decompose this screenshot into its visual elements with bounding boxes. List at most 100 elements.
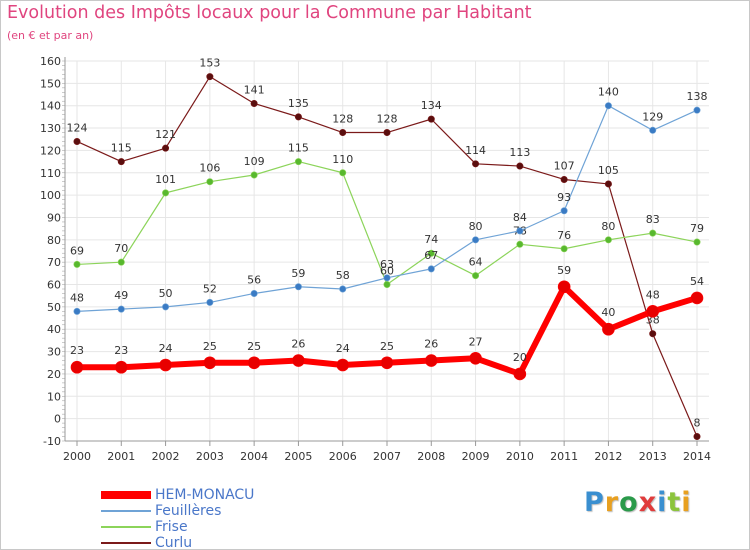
data-label-curlu: 128 [377,113,398,126]
data-point-feuill-res [73,307,81,315]
data-label-hem-monacu: 27 [469,335,483,348]
legend-label-hem-monacu: HEM-MONACU [155,487,255,503]
logo-letter: t [667,487,682,518]
legend-item-frise: Frise [101,519,341,535]
data-label-curlu: 8 [694,417,701,430]
data-label-feuill-res: 49 [114,289,128,302]
proxiti-logo: Proxiti [584,487,692,518]
data-point-hem-monacu [336,358,350,372]
data-point-hem-monacu [513,367,527,381]
legend-label-frise: Frise [155,519,188,535]
data-label-feuill-res: 84 [513,211,527,224]
data-point-feuill-res [427,265,435,273]
data-point-feuill-res [649,126,657,134]
data-label-frise: 74 [424,233,438,246]
data-label-curlu: 113 [509,146,530,159]
data-point-feuill-res [294,283,302,291]
data-point-curlu [250,99,258,107]
data-point-hem-monacu [380,356,394,370]
x-tick-label: 2010 [506,450,534,463]
data-point-frise [649,229,657,237]
data-label-feuill-res: 56 [247,273,261,286]
y-tick-label: 110 [40,167,61,180]
data-point-hem-monacu [424,354,438,367]
data-label-hem-monacu: 25 [380,340,394,353]
data-point-feuill-res [339,285,347,293]
chart-title: Evolution des Impôts locaux pour la Comm… [7,3,532,23]
data-label-curlu: 114 [465,144,486,157]
data-point-frise [339,169,347,177]
legend-swatch-frise [101,526,151,528]
y-tick-label: 90 [47,211,61,224]
data-point-frise [117,258,125,266]
data-point-feuill-res [472,236,480,244]
data-label-curlu: 128 [332,113,353,126]
data-label-hem-monacu: 26 [424,338,438,351]
y-tick-label: 70 [47,256,61,269]
data-point-curlu [649,330,657,338]
data-label-hem-monacu: 25 [203,340,217,353]
data-label-hem-monacu: 24 [159,342,173,355]
logo-letter: r [604,487,620,518]
data-label-feuill-res: 50 [159,287,173,300]
data-point-feuill-res [117,305,125,313]
logo-letter: i [681,487,692,518]
legend-item-curlu: Curlu [101,535,341,550]
y-tick-label: -10 [43,435,61,448]
data-label-hem-monacu: 24 [336,342,350,355]
data-point-frise [294,158,302,166]
data-point-curlu [162,144,170,152]
data-label-feuill-res: 140 [598,86,619,99]
data-point-frise [383,281,391,289]
data-point-curlu [604,180,612,188]
x-tick-label: 2003 [196,450,224,463]
legend-label-curlu: Curlu [155,535,193,550]
data-point-frise [604,236,612,244]
x-tick-label: 2004 [240,450,268,463]
x-tick-label: 2006 [329,450,357,463]
data-label-curlu: 107 [554,159,575,172]
y-tick-label: 80 [47,234,61,247]
y-tick-label: 150 [40,77,61,90]
data-label-feuill-res: 63 [380,258,394,271]
data-label-curlu: 135 [288,97,309,110]
data-label-feuill-res: 48 [70,291,84,304]
data-label-feuill-res: 59 [291,267,305,280]
data-point-hem-monacu [70,360,84,374]
data-point-frise [516,240,524,248]
data-point-hem-monacu [646,305,660,318]
data-point-feuill-res [206,298,214,306]
data-point-curlu [693,433,701,441]
data-label-feuill-res: 52 [203,282,217,295]
data-point-curlu [427,115,435,123]
legend-swatch-hem-monacu [101,491,151,499]
data-point-frise [250,171,258,179]
data-point-curlu [339,129,347,137]
data-point-curlu [516,162,524,170]
data-label-curlu: 134 [421,99,442,112]
data-label-hem-monacu: 48 [646,288,660,301]
data-label-hem-monacu: 23 [114,344,128,357]
x-tick-label: 2000 [63,450,91,463]
data-point-hem-monacu [602,322,615,336]
data-point-hem-monacu [247,356,261,370]
data-point-curlu [472,160,480,168]
x-tick-label: 2009 [462,450,490,463]
data-point-feuill-res [162,303,170,311]
data-label-curlu: 153 [199,57,220,70]
data-label-frise: 79 [690,222,704,235]
data-point-hem-monacu [203,356,217,370]
data-label-hem-monacu: 25 [247,340,261,353]
x-tick-label: 2007 [373,450,401,463]
data-label-curlu: 105 [598,164,619,177]
data-point-curlu [294,113,302,121]
data-label-frise: 60 [380,265,394,278]
y-tick-label: 50 [47,301,61,314]
data-point-hem-monacu [292,354,305,367]
x-tick-label: 2011 [550,450,578,463]
data-label-feuill-res: 67 [424,249,438,262]
data-label-feuill-res: 129 [642,110,663,123]
data-point-feuill-res [560,207,568,215]
data-label-feuill-res: 58 [336,269,350,282]
